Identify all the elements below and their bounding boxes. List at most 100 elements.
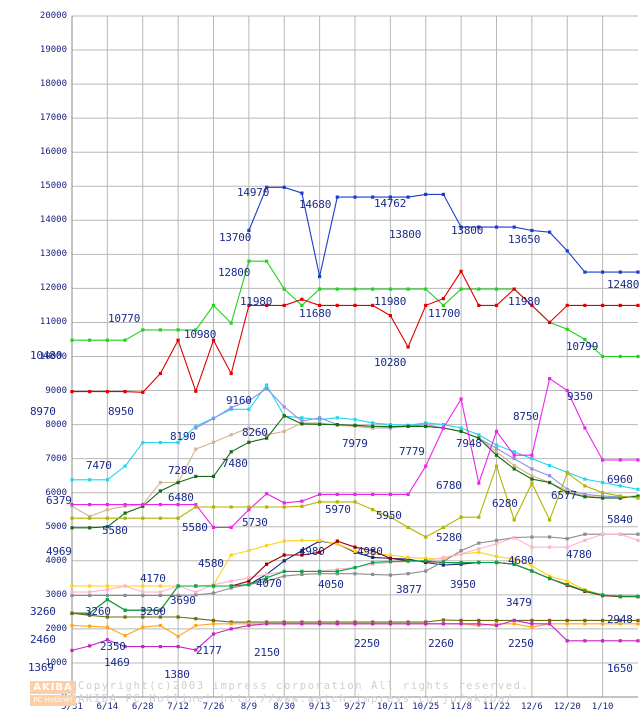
series-marker — [194, 503, 198, 507]
series-marker — [141, 328, 145, 332]
series-marker — [300, 297, 304, 301]
series-marker — [406, 622, 410, 626]
x-tick-label: 10/11 — [376, 702, 404, 712]
series-marker — [318, 303, 322, 307]
data-value-label: 2460 — [30, 633, 56, 646]
data-value-label: 2150 — [254, 646, 280, 659]
series-marker — [247, 303, 251, 307]
y-tick-label: 7000 — [45, 453, 67, 464]
data-value-label: 14680 — [299, 198, 332, 211]
series-marker — [229, 525, 233, 529]
series-marker — [70, 503, 74, 507]
series-marker — [247, 399, 251, 403]
series-marker — [123, 615, 127, 619]
series-marker — [300, 569, 304, 573]
series-marker — [618, 594, 622, 598]
data-value-label: 3950 — [450, 578, 476, 591]
watermark-text: Copyright(c)2003 impress corporation All… — [78, 680, 638, 710]
series-marker — [441, 303, 445, 307]
series-marker — [424, 620, 428, 624]
series-marker — [565, 579, 569, 583]
series-marker — [406, 424, 410, 428]
series-marker — [353, 549, 357, 553]
series-marker — [494, 303, 499, 307]
series-marker — [247, 407, 251, 411]
series-marker — [194, 447, 198, 451]
data-value-label: 5840 — [607, 513, 633, 526]
series-marker — [176, 480, 180, 485]
series-marker — [70, 478, 74, 482]
series-marker — [494, 443, 499, 447]
series-purple2 — [70, 618, 640, 652]
series-marker — [300, 191, 304, 195]
data-value-label: 7280 — [168, 464, 194, 477]
data-value-label: 2250 — [508, 637, 534, 650]
series-marker — [211, 505, 216, 509]
series-marker — [601, 532, 605, 536]
data-value-label: 11980 — [508, 295, 541, 308]
series-marker — [512, 557, 516, 561]
series-marker — [335, 539, 339, 543]
series-marker — [512, 453, 516, 457]
data-value-label: 5970 — [325, 503, 351, 516]
series-line — [195, 387, 639, 498]
series-marker — [636, 594, 640, 598]
series-marker — [123, 503, 127, 507]
series-marker — [565, 487, 569, 491]
data-value-label: 14762 — [374, 197, 407, 210]
series-marker — [158, 645, 162, 649]
data-value-label: 11680 — [299, 307, 332, 320]
series-marker — [459, 561, 463, 565]
data-value-label: 3260 — [85, 605, 111, 618]
data-value-label: 3479 — [506, 596, 532, 609]
series-marker — [300, 504, 304, 508]
series-marker — [406, 572, 410, 576]
series-marker — [548, 320, 552, 324]
series-marker — [512, 622, 516, 626]
series-marker — [247, 228, 251, 233]
y-tick-label: 19000 — [39, 45, 67, 56]
series-marker — [565, 618, 569, 622]
series-marker — [265, 259, 269, 263]
data-value-label: 4980 — [299, 545, 325, 558]
series-marker — [123, 593, 127, 598]
data-value-label: 5580 — [182, 521, 208, 534]
series-marker — [229, 371, 233, 376]
series-marker — [318, 572, 322, 576]
series-marker — [318, 620, 322, 624]
data-value-label: 9350 — [567, 390, 593, 403]
series-marker — [441, 557, 445, 561]
series-marker — [158, 615, 162, 619]
series-marker — [282, 553, 286, 557]
series-marker — [123, 504, 127, 508]
series-marker — [494, 287, 499, 291]
series-marker — [459, 622, 463, 626]
x-tick-label: 8/30 — [273, 702, 296, 712]
series-marker — [618, 354, 622, 359]
data-value-label: 7470 — [86, 459, 112, 472]
y-tick-label: 14000 — [39, 215, 67, 226]
data-value-label: 5730 — [242, 516, 268, 529]
series-marker — [477, 433, 481, 437]
data-value-label: 5580 — [102, 524, 128, 537]
series-marker — [282, 620, 286, 624]
series-marker — [406, 620, 410, 624]
data-value-label: 2177 — [196, 644, 222, 657]
series-marker — [158, 623, 162, 628]
series-marker — [441, 622, 445, 626]
data-value-label: 1469 — [104, 656, 130, 669]
series-marker — [353, 287, 357, 291]
series-marker — [388, 573, 392, 577]
series-marker — [229, 406, 233, 410]
watermark-copyright: Copyright(c)2003 impress corporation All… — [78, 680, 530, 692]
series-marker — [300, 553, 304, 557]
series-marker — [406, 195, 410, 199]
series-marker — [548, 576, 552, 581]
series-marker — [282, 539, 286, 543]
logo-akiba-text: AKIBA — [30, 681, 76, 694]
series-marker — [424, 556, 428, 560]
series-marker — [211, 618, 216, 622]
series-marker — [353, 303, 357, 307]
series-marker — [318, 417, 322, 422]
y-tick-label: 18000 — [39, 79, 67, 90]
